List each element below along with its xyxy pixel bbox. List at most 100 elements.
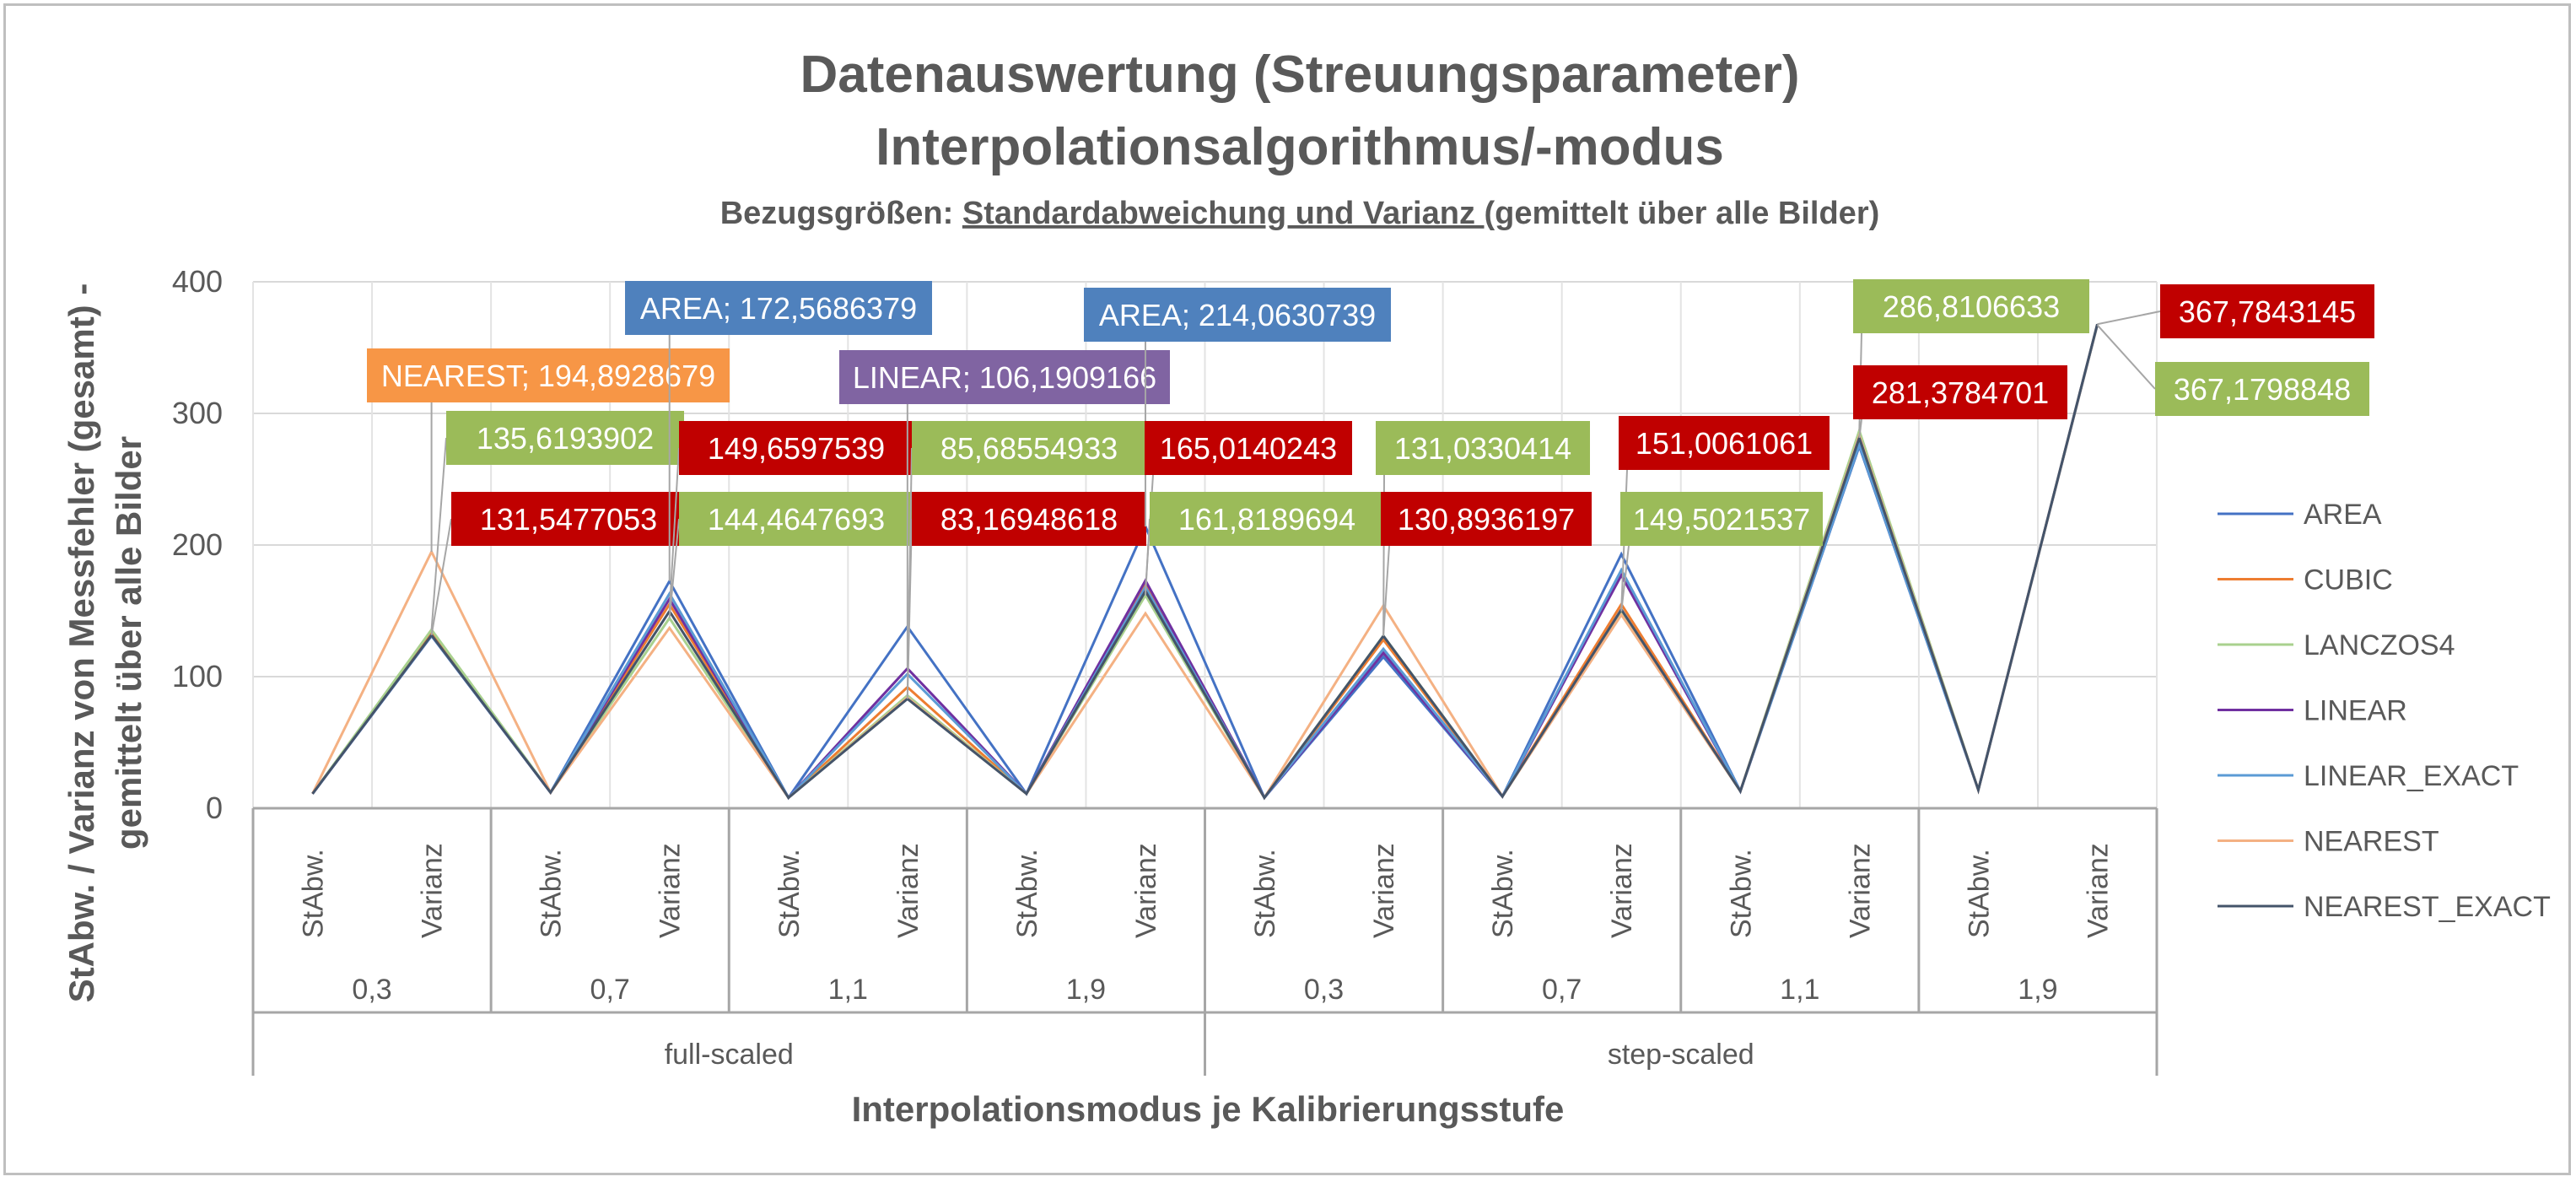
- y-tick-label: 400: [172, 264, 223, 299]
- x-level3-label: step-scaled: [1608, 1039, 1754, 1071]
- x-category-group: StAbw.: [1249, 849, 1281, 938]
- x-axis: StAbw. Varianz StAbw. Varianz StAbw. Varianz S…: [251, 807, 2158, 1076]
- data-label-box: [1376, 421, 1590, 475]
- data-label: 149,5021537: [1633, 502, 1810, 537]
- data-label: 151,0061061: [1636, 426, 1813, 461]
- chart-frame: Datenauswertung (Streuungsparameter) Int…: [3, 3, 2571, 1175]
- x-category-label: Varianz: [892, 843, 924, 938]
- data-label-box: [1620, 492, 1823, 546]
- data-label: 135,6193902: [477, 421, 654, 456]
- x-category-group: Varianz: [892, 843, 924, 938]
- y-axis-title: StAbw. / Varianz von Messfehler (gesamt)…: [62, 283, 148, 1003]
- legend-entry: NEAREST: [2304, 826, 2439, 858]
- data-label: 83,16948618: [940, 502, 1118, 537]
- legend-entry: LANCZOS4: [2304, 629, 2455, 661]
- leader-line: [2097, 310, 2161, 326]
- data-label-box: [2160, 284, 2374, 338]
- leader-line: [906, 518, 913, 699]
- x-category-group: StAbw.: [1725, 849, 1757, 938]
- y-tick-label: 0: [206, 791, 223, 825]
- data-label-box: [679, 421, 913, 475]
- data-label-box: [625, 281, 932, 335]
- x-category-label: Varianz: [2082, 843, 2114, 938]
- x-level2-label: 0,7: [1542, 974, 1582, 1006]
- y-axis-title-line1: StAbw. / Varianz von Messfehler (gesamt)…: [62, 283, 101, 1003]
- x-category-group: Varianz: [655, 843, 687, 938]
- data-label-box: [1619, 416, 1830, 470]
- chart-title: Datenauswertung (Streuungsparameter): [800, 46, 1799, 104]
- legend-entry: CUBIC: [2304, 564, 2393, 596]
- x-category-label: StAbw.: [1725, 849, 1757, 938]
- x-category-label: StAbw.: [536, 849, 568, 938]
- y-tick-label: 300: [172, 396, 223, 430]
- leader-line: [430, 437, 447, 630]
- data-label: 161,8189694: [1178, 502, 1355, 537]
- x-category-group: Varianz: [1130, 843, 1162, 938]
- y-axis-title-line2: gemittelt über alle Bilder: [109, 436, 148, 850]
- data-label: AREA; 214,0630739: [1099, 298, 1376, 332]
- data-label: LINEAR; 106,1909166: [853, 360, 1156, 395]
- legend: AREA CUBIC LANCZOS4 LINEAR LINEAR_EXACT NEARE…: [2218, 499, 2551, 923]
- data-label: 286,8106633: [1883, 289, 2060, 324]
- x-category-label: Varianz: [1368, 843, 1400, 938]
- x-category-label: StAbw.: [773, 849, 806, 938]
- series-line-nearest-exact: [311, 323, 2099, 801]
- data-label: 281,3784701: [1872, 375, 2049, 410]
- leader-line: [1858, 418, 1862, 439]
- x-category-group: Varianz: [2082, 843, 2114, 938]
- data-label: 130,8936197: [1398, 502, 1575, 537]
- data-label: 144,4647693: [708, 502, 885, 537]
- y-tick-label: 100: [172, 659, 223, 694]
- x-level2-label: 1,1: [1780, 974, 1819, 1006]
- x-category-group: Varianz: [1368, 843, 1400, 938]
- x-category-label: StAbw.: [298, 849, 330, 938]
- x-category-label: StAbw.: [1963, 849, 1995, 938]
- data-label: 367,7843145: [2179, 294, 2356, 329]
- y-axis-ticks: 0 100 200 300 400: [172, 264, 223, 825]
- x-category-label: StAbw.: [1249, 849, 1281, 938]
- x-category-group: StAbw.: [536, 849, 568, 938]
- chart-svg: Datenauswertung (Streuungsparameter) Int…: [62, 46, 2551, 1129]
- x-level2-label: 0,7: [590, 974, 630, 1006]
- legend-entry: LINEAR: [2304, 695, 2407, 727]
- x-level3-label: full-scaled: [665, 1039, 794, 1071]
- data-label-box: [1145, 421, 1352, 475]
- data-label-box: [1381, 492, 1592, 546]
- x-category-group: StAbw.: [1963, 849, 1995, 938]
- x-axis-title: Interpolationsmodus je Kalibrierungsstuf…: [852, 1089, 1565, 1129]
- leader-line: [1382, 545, 1390, 636]
- x-category-group: Varianz: [417, 843, 449, 938]
- data-label-box: [679, 492, 913, 546]
- data-label-box: [446, 411, 684, 465]
- data-label: 131,5477053: [480, 502, 657, 537]
- x-category-label: Varianz: [1130, 843, 1162, 938]
- legend-entry: AREA: [2304, 499, 2382, 531]
- x-category-group: StAbw.: [1487, 849, 1519, 938]
- data-label: 149,6597539: [708, 431, 885, 466]
- data-label-box: [1853, 279, 2089, 333]
- leader-line: [1144, 518, 1151, 596]
- leader-line: [2096, 324, 2156, 390]
- data-label-box: [1853, 365, 2067, 419]
- subtitle-prefix: Bezugsgrößen:: [720, 196, 962, 231]
- data-label: 165,0140243: [1160, 431, 1337, 466]
- subtitle-suffix: (gemittelt über alle Bilder): [1485, 196, 1880, 231]
- chart-subtitle: Bezugsgrößen: Standardabweichung und Var…: [720, 196, 1880, 231]
- x-category-group: StAbw.: [1011, 849, 1043, 938]
- data-label: AREA; 172,5686379: [640, 291, 917, 326]
- series-lines: [311, 323, 2099, 801]
- data-label: NEAREST; 194,8928679: [381, 359, 715, 393]
- x-category-label: Varianz: [1844, 843, 1876, 938]
- x-level2-label: 1,9: [1066, 974, 1106, 1006]
- data-label-box: [1084, 288, 1391, 342]
- x-level2-label: 1,1: [828, 974, 868, 1006]
- data-label-box: [1150, 492, 1384, 546]
- leader-line: [430, 518, 452, 635]
- y-tick-label: 200: [172, 527, 223, 562]
- subtitle-underlined: Standardabweichung und Varianz: [962, 196, 1485, 231]
- data-label-box: [451, 492, 686, 546]
- x-category-label: StAbw.: [1487, 849, 1519, 938]
- x-category-group: StAbw.: [773, 849, 806, 938]
- leader-line: [668, 447, 680, 612]
- data-label-box: [2155, 362, 2369, 416]
